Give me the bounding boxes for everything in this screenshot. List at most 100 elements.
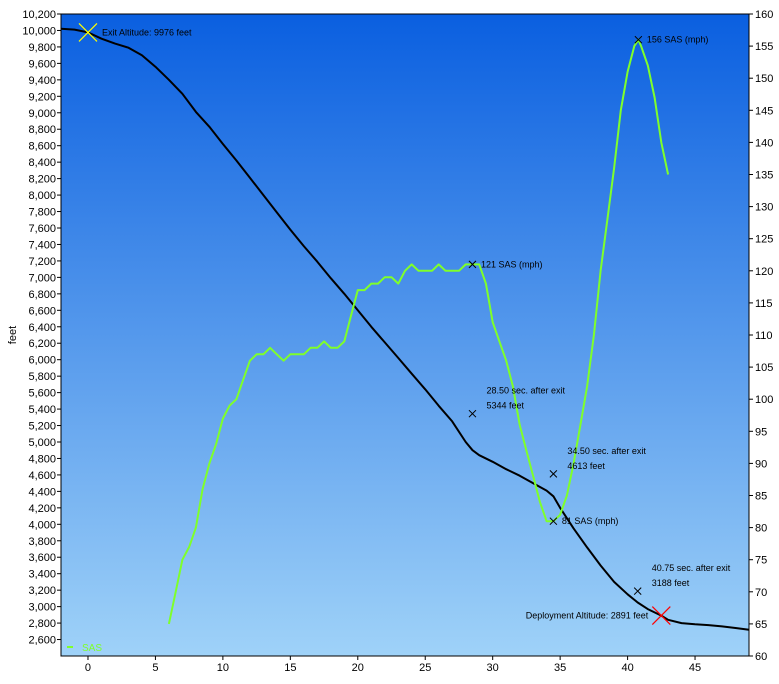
- marker-label: 81 SAS (mph): [562, 516, 619, 526]
- y-left-tick-label: 4,000: [28, 519, 56, 531]
- y-right-tick-label: 135: [755, 170, 773, 182]
- marker-label-secondary: 5344 feet: [486, 401, 524, 411]
- y-right-tick-label: 75: [755, 555, 767, 567]
- legend-label: SAS: [82, 643, 102, 654]
- y-left-tick-label: 10,000: [22, 25, 56, 37]
- marker-label: Deployment Altitude: 2891 feet: [526, 611, 649, 621]
- y-left-tick-label: 7,200: [28, 256, 56, 268]
- y-left-tick-label: 7,000: [28, 272, 56, 284]
- x-tick-label: 5: [152, 662, 158, 674]
- marker-cross-b: [549, 517, 558, 526]
- y-left-tick-label: 8,800: [28, 124, 56, 136]
- marker-cross-b: [549, 469, 558, 478]
- y-left-tick-label: 10,200: [22, 9, 56, 21]
- y-left-tick-label: 8,400: [28, 157, 56, 169]
- x-tick-label: 15: [284, 662, 296, 674]
- y-left-tick-label: 7,800: [28, 207, 56, 219]
- marker-3: [468, 409, 477, 418]
- y-right-tick-label: 115: [755, 298, 773, 310]
- y-right-tick-label: 130: [755, 202, 773, 214]
- x-tick-label: 35: [554, 662, 566, 674]
- y-left-tick-label: 5,200: [28, 421, 56, 433]
- y-right-tick-label: 120: [755, 266, 773, 278]
- y-right-tick-label: 145: [755, 105, 773, 117]
- x-tick-label: 30: [487, 662, 499, 674]
- marker-7: [651, 606, 671, 626]
- marker-label: 34.50 sec. after exit: [567, 446, 646, 456]
- y-left-tick-label: 3,400: [28, 569, 56, 581]
- marker-cross-b: [468, 409, 477, 418]
- y-right-tick-label: 80: [755, 523, 767, 535]
- y-left-tick-label: 5,400: [28, 404, 56, 416]
- y-left-tick-label: 6,800: [28, 289, 56, 301]
- x-tick-label: 20: [352, 662, 364, 674]
- y-left-tick-label: 9,800: [28, 42, 56, 54]
- altitude-series-line: [60, 27, 750, 631]
- y-right-tick-label: 110: [755, 330, 773, 342]
- y-left-tick-label: 8,000: [28, 190, 56, 202]
- marker-0: [78, 23, 98, 42]
- y-right-tick-label: 85: [755, 491, 767, 503]
- y-left-tick-label: 5,800: [28, 371, 56, 383]
- y-right-tick-label: 90: [755, 458, 767, 470]
- marker-label: 156 SAS (mph): [647, 35, 709, 45]
- y-left-tick-label: 7,400: [28, 239, 56, 251]
- y-left-tick-label: 8,200: [28, 174, 56, 186]
- marker-cross-b: [78, 23, 98, 42]
- marker-5: [549, 517, 558, 526]
- y-left-tick-label: 9,200: [28, 91, 56, 103]
- y-right-tick-label: 140: [755, 137, 773, 149]
- sas-series-line: [167, 38, 670, 625]
- y-left-tick-label: 9,000: [28, 108, 56, 120]
- y-left-tick-label: 3,000: [28, 602, 56, 614]
- marker-cross-b: [651, 606, 671, 626]
- marker-1: [634, 35, 643, 44]
- x-tick-label: 40: [621, 662, 633, 674]
- y-right-tick-label: 160: [755, 9, 773, 21]
- marker-cross-b: [468, 260, 477, 269]
- y-right-tick-label: 95: [755, 426, 767, 438]
- y-left-tick-label: 6,400: [28, 322, 56, 334]
- y-left-tick-label: 2,800: [28, 618, 56, 630]
- y-right-tick-label: 150: [755, 73, 773, 85]
- y-left-tick-label: 4,800: [28, 453, 56, 465]
- y-right-tick-label: 105: [755, 362, 773, 374]
- y-left-tick-label: 3,600: [28, 552, 56, 564]
- marker-label: 40.75 sec. after exit: [652, 563, 731, 573]
- y-left-tick-label: 4,400: [28, 486, 56, 498]
- y-left-tick-label: 9,400: [28, 75, 56, 87]
- x-tick-label: 0: [85, 662, 91, 674]
- y-left-tick-label: 3,800: [28, 536, 56, 548]
- y-left-tick-label: 6,200: [28, 338, 56, 350]
- y-left-tick-label: 4,600: [28, 470, 56, 482]
- y-right-tick-label: 100: [755, 394, 773, 406]
- y-right-tick-label: 60: [755, 651, 767, 663]
- x-tick-label: 10: [217, 662, 229, 674]
- y-axis-label: feet: [7, 326, 19, 344]
- y-left-tick-label: 4,200: [28, 503, 56, 515]
- marker-label-secondary: 3188 feet: [652, 578, 690, 588]
- y-right-tick-label: 65: [755, 619, 767, 631]
- y-left-tick-label: 6,600: [28, 305, 56, 317]
- marker-cross-b: [634, 35, 643, 44]
- y-left-tick-label: 9,600: [28, 58, 56, 70]
- y-left-tick-label: 8,600: [28, 141, 56, 153]
- y-right-tick-label: 70: [755, 587, 767, 599]
- marker-2: [468, 260, 477, 269]
- y-left-tick-label: 7,600: [28, 223, 56, 235]
- plot-background: [61, 14, 749, 656]
- legend: SAS: [67, 643, 102, 654]
- y-right-tick-label: 125: [755, 234, 773, 246]
- marker-label-secondary: 4613 feet: [567, 461, 605, 471]
- y-left-tick-label: 6,000: [28, 355, 56, 367]
- marker-label: Exit Altitude: 9976 feet: [102, 27, 192, 37]
- marker-label: 28.50 sec. after exit: [486, 386, 565, 396]
- marker-cross-b: [633, 587, 642, 595]
- y-left-tick-label: 5,000: [28, 437, 56, 449]
- marker-label: 121 SAS (mph): [481, 259, 543, 269]
- y-right-tick-label: 155: [755, 41, 773, 53]
- plot-frame: [60, 13, 750, 657]
- x-tick-label: 25: [419, 662, 431, 674]
- y-left-tick-label: 2,600: [28, 635, 56, 647]
- y-left-tick-label: 3,200: [28, 585, 56, 597]
